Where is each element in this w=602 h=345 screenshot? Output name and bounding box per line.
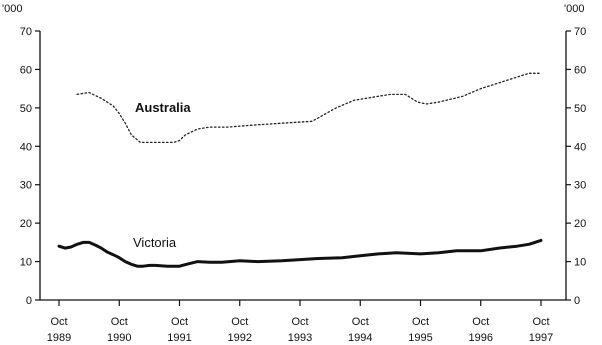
y-tick-label-left: 0 bbox=[26, 295, 32, 307]
x-tick-label-year: 1992 bbox=[228, 332, 252, 344]
y-tick-label-right: 50 bbox=[574, 103, 586, 115]
y-tick-label-right: 70 bbox=[574, 26, 586, 38]
y-tick-label-left: 40 bbox=[20, 141, 32, 153]
x-tick-label-month: Oct bbox=[291, 316, 308, 328]
series-label-australia: Australia bbox=[135, 100, 191, 115]
x-tick-label-month: Oct bbox=[472, 316, 489, 328]
series-line-australia bbox=[76, 72, 542, 144]
x-tick-label-month: Oct bbox=[171, 316, 188, 328]
y-tick-label-left: 10 bbox=[20, 257, 32, 269]
y-tick-label-left: 50 bbox=[20, 103, 32, 115]
y-tick-label-left: 60 bbox=[20, 64, 32, 76]
x-tick-label-year: 1995 bbox=[408, 332, 432, 344]
x-tick-label-year: 1997 bbox=[529, 332, 553, 344]
x-tick-label-month: Oct bbox=[352, 316, 369, 328]
left-y-axis: 0 10 20 30 40 50 60 70 bbox=[20, 26, 40, 307]
y-tick-label-right: 0 bbox=[574, 295, 580, 307]
x-tick-label-month: Oct bbox=[231, 316, 248, 328]
x-tick-label-month: Oct bbox=[412, 316, 429, 328]
series-line-victoria bbox=[57, 238, 543, 268]
right-y-axis: 0 10 20 30 40 50 60 70 bbox=[566, 26, 586, 307]
x-tick-label-year: 1990 bbox=[107, 332, 131, 344]
left-axis-unit: '000 bbox=[2, 3, 22, 15]
x-tick-label-month: Oct bbox=[50, 316, 67, 328]
y-tick-label-right: 10 bbox=[574, 257, 586, 269]
x-tick-label-year: 1996 bbox=[469, 332, 493, 344]
right-axis-unit: '000 bbox=[564, 3, 584, 15]
x-axis: Oct 1989 Oct 1990 Oct 1991 Oct 1992 Oct 1993 Oct 19… bbox=[47, 300, 553, 344]
x-tick-label-year: 1989 bbox=[47, 332, 71, 344]
y-tick-label-left: 30 bbox=[20, 180, 32, 192]
y-tick-label-right: 40 bbox=[574, 141, 586, 153]
x-tick-label-month: Oct bbox=[532, 316, 549, 328]
axes bbox=[39, 31, 567, 301]
x-tick-label-year: 1991 bbox=[167, 332, 191, 344]
x-tick-label-year: 1994 bbox=[348, 332, 372, 344]
y-tick-label-right: 60 bbox=[574, 64, 586, 76]
y-tick-label-right: 30 bbox=[574, 180, 586, 192]
series-label-victoria: Victoria bbox=[133, 235, 177, 250]
y-tick-label-right: 20 bbox=[574, 218, 586, 230]
x-tick-label-year: 1993 bbox=[288, 332, 312, 344]
x-tick-label-month: Oct bbox=[111, 316, 128, 328]
y-tick-label-left: 70 bbox=[20, 26, 32, 38]
y-tick-label-left: 20 bbox=[20, 218, 32, 230]
